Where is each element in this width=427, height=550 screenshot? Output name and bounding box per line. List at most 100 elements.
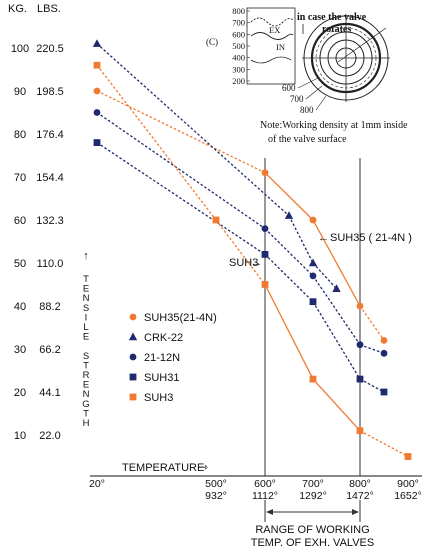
inset-radial (337, 27, 387, 63)
x-axis-title: TEMPERATURE (122, 462, 204, 474)
working-range-arrowhead-right (352, 509, 359, 515)
y-unit-lbs: LBS. (37, 3, 61, 15)
series-segment-21-12n (264, 228, 314, 277)
x-tick-fahrenheit: 1652° (394, 490, 422, 502)
working-range-arrowhead-left (266, 509, 273, 515)
y-unit-kg: KG. (8, 3, 27, 15)
legend-marker (129, 373, 137, 381)
data-point-suh31 (309, 298, 317, 306)
series-segment-21-12n (96, 111, 266, 230)
inset-y-tick: 300 (232, 64, 245, 74)
y-axis-labels: KG. LBS. 100 220.5 90 198.5 80 176.4 70 154.4 60 13… (8, 3, 64, 442)
series-segment-21-12n (312, 275, 361, 346)
y-tick-kg: 60 (14, 215, 26, 227)
series-segment-suh3 (312, 378, 361, 432)
suh3-arrow: → (251, 257, 262, 269)
data-point-suh31 (93, 139, 101, 146)
y-tick-kg: 30 (14, 344, 26, 356)
inset-y-tick: 600 (232, 29, 245, 39)
series-segment-suh35-21-4n- (359, 305, 385, 341)
series-segment-suh3 (215, 219, 266, 285)
x-tick-celsius: 900° (397, 478, 419, 490)
series-lines (96, 43, 409, 458)
working-range-label-1: RANGE OF WORKING (255, 524, 369, 536)
y-title-letter: T (83, 360, 89, 371)
inset-ring-label: 700 (290, 94, 304, 104)
y-tick-lbs: 198.5 (36, 86, 64, 98)
y-tick-lbs: 110.0 (37, 258, 64, 270)
inset-label-ex: EX (269, 25, 280, 35)
inset-note-bottom-1: Note:Working density at 1mm inside (260, 120, 408, 131)
suh3-annotation: SUH3 (229, 257, 258, 269)
y-tick-kg: 40 (14, 301, 26, 313)
legend-label: CRK-22 (144, 332, 183, 344)
legend-label: SUH3 (144, 392, 173, 404)
y-title-letter: H (83, 418, 90, 429)
inset-note-bottom-2: of the valve surface (268, 134, 347, 145)
series-segment-suh35-21-4n- (264, 172, 314, 221)
legend-marker (128, 332, 138, 341)
y-tick-kg: 10 (14, 430, 26, 442)
inset-y-tick: 400 (232, 53, 245, 63)
y-title-arrow: ↑ (83, 250, 89, 262)
data-point-suh35-21-4n- (356, 302, 364, 310)
y-title-letter: L (83, 322, 88, 333)
data-point-suh35-21-4n- (309, 216, 317, 224)
series-segment-suh31 (264, 253, 314, 303)
legend-label: SUH35(21-4N) (144, 312, 217, 324)
inset-ring-label: 800 (300, 105, 314, 115)
data-point-21-12n (261, 225, 269, 233)
inset-curve-low (250, 56, 292, 64)
y-tick-lbs: 44.1 (39, 387, 60, 399)
series-segment-suh31 (312, 301, 361, 380)
inset-ring-label: 600 (282, 83, 296, 93)
x-tick-fahrenheit: 932° (205, 490, 227, 502)
series-segment-crk-22 (288, 215, 314, 264)
y-title-letter: E (83, 380, 89, 391)
y-tick-lbs: 220.5 (36, 43, 64, 55)
y-title-letter: N (83, 389, 90, 400)
x-tick-celsius: 800° (349, 478, 371, 490)
y-tick-lbs: 66.2 (39, 344, 60, 356)
data-point-suh31 (261, 251, 269, 258)
x-axis: 20° 500°932° 600°1112° 700°1292° 800°1472° 90… (89, 475, 422, 502)
data-point-crk-22 (284, 211, 294, 219)
data-point-suh31 (380, 388, 388, 396)
y-tick-kg: 90 (14, 86, 26, 98)
y-tick-kg: 80 (14, 129, 26, 141)
series-segment-suh31 (96, 142, 266, 255)
data-point-crk-22 (332, 284, 341, 292)
y-title-letter: N (83, 293, 90, 304)
inset-label-in: IN (276, 42, 285, 52)
y-tick-lbs: 22.0 (39, 430, 60, 442)
inset-curve-ex (250, 17, 294, 27)
y-tick-lbs: 88.2 (39, 301, 60, 313)
data-point-crk-22 (92, 39, 102, 47)
y-tick-kg: 20 (14, 387, 26, 399)
inset-label-c: (C) (206, 37, 218, 47)
data-point-suh31 (356, 375, 364, 383)
data-point-suh3 (404, 453, 412, 460)
inset-y-tick: 200 (232, 76, 245, 86)
suh35-annotation: SUH35 ( 21-4N ) (330, 232, 412, 244)
inset-note-line-1: in case the valve (297, 12, 367, 23)
series-segment-suh35-21-4n- (96, 90, 266, 174)
inset-y-tick: 800 (232, 6, 245, 16)
series-segment-suh35-21-4n- (312, 219, 361, 307)
y-title-letter: S (83, 351, 89, 362)
x-tick-fahrenheit: 1292° (299, 490, 327, 502)
legend-label: 21-12N (144, 352, 180, 364)
data-point-21-12n (356, 341, 364, 349)
x-tick-fahrenheit: 1112° (252, 490, 278, 502)
legend-label: SUH31 (144, 372, 179, 384)
inset-leader (315, 95, 327, 111)
inset-leader (305, 85, 323, 100)
y-tick-kg: 50 (14, 258, 26, 270)
series-segment-suh3 (359, 430, 409, 458)
suh35-arrow: ← (318, 232, 329, 244)
data-point-suh3 (93, 61, 101, 69)
y-tick-kg: 70 (14, 172, 26, 184)
y-title-letter: E (83, 332, 89, 343)
